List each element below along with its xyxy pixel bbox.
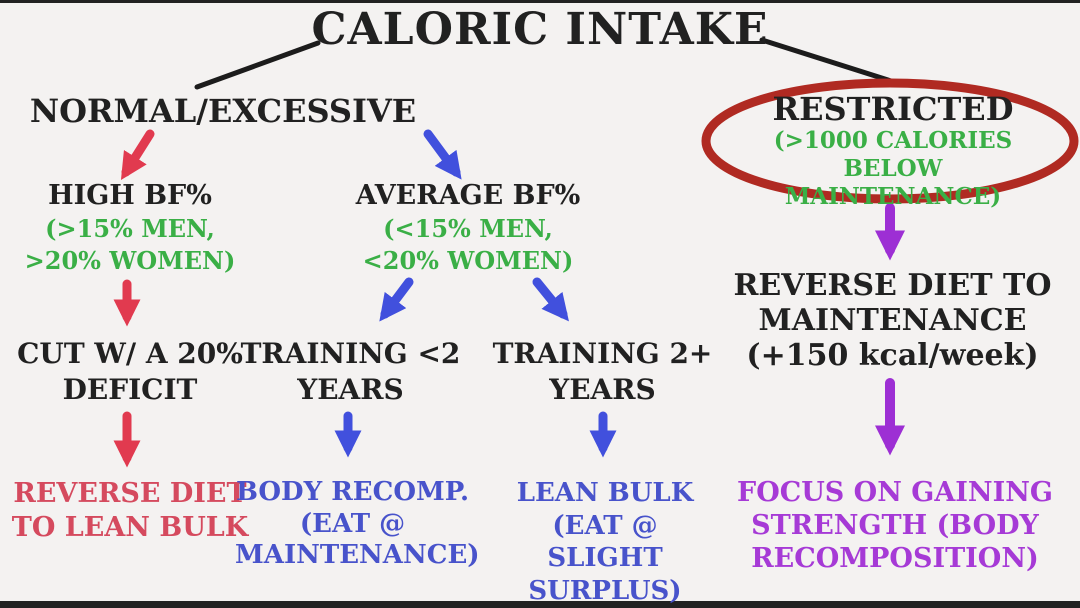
title-to-restricted-line bbox=[759, 37, 894, 84]
node-lean-bulk: LEAN BULK (EAT @ SLIGHT SURPLUS) bbox=[480, 477, 730, 607]
node-normal-excessive: NORMAL/EXCESSIVE bbox=[29, 92, 417, 130]
arrow-averagebf-to-training2plus-icon bbox=[532, 277, 569, 322]
node-reverse-diet-maintenance: REVERSE DIET TO MAINTENANCE (+150 kcal/w… bbox=[730, 268, 1055, 373]
focus-line1: FOCUS ON GAINING bbox=[737, 477, 1053, 508]
body-recomp-line3: MAINTENANCE) bbox=[235, 540, 480, 571]
node-average-bf: AVERAGE BF% (<15% MEN, <20% WOMEN) bbox=[348, 180, 588, 276]
node-training-lt2-years: TRAINING <2 YEARS bbox=[238, 336, 463, 408]
reverse-maint-line2: MAINTENANCE bbox=[758, 303, 1027, 339]
focus-line2: STRENGTH (BODY bbox=[751, 509, 1039, 541]
node-training-2plus-years: TRAINING 2+ YEARS bbox=[490, 336, 715, 408]
lean-bulk-line1: LEAN BULK (EAT @ bbox=[516, 478, 694, 541]
focus-line3: RECOMPOSITION) bbox=[751, 542, 1039, 574]
title-to-normal-line bbox=[194, 40, 321, 90]
training-lt2-line2: YEARS bbox=[297, 372, 404, 406]
arrow-averagebf-to-traininglt2-icon bbox=[379, 277, 414, 322]
average-bf-sub-line2: <20% WOMEN) bbox=[362, 246, 574, 276]
reverse-lean-line2: TO LEAN BULK bbox=[11, 511, 249, 543]
arrow-normal-to-highbf-icon bbox=[120, 129, 155, 180]
body-recomp-line1: BODY RECOMP. bbox=[235, 477, 470, 507]
training-2plus-line1: TRAINING 2+ bbox=[492, 337, 713, 370]
training-2plus-line2: YEARS bbox=[549, 372, 656, 406]
node-body-recomp: BODY RECOMP. (EAT @ MAINTENANCE) bbox=[235, 477, 480, 572]
cut-line1: CUT W/ A 20% bbox=[17, 337, 243, 370]
top-border-bar bbox=[0, 0, 1080, 3]
reverse-maint-line3: (+150 kcal/week) bbox=[746, 338, 1039, 374]
page-title: CALORIC INTAKE bbox=[311, 4, 769, 55]
cut-line2: DEFICIT bbox=[62, 372, 198, 406]
restricted-title: RESTRICTED bbox=[772, 90, 1014, 128]
reverse-maint-line1: REVERSE DIET TO bbox=[733, 268, 1052, 303]
high-bf-sub-line1: (>15% MEN, bbox=[45, 214, 215, 243]
bottom-border-bar bbox=[0, 601, 1080, 608]
training-lt2-line1: TRAINING <2 bbox=[240, 337, 461, 370]
arrow-normal-to-averagebf-icon bbox=[423, 129, 462, 180]
restricted-sub-line1: (>1000 CALORIES BELOW bbox=[773, 127, 1013, 183]
high-bf-title: HIGH BF% bbox=[48, 180, 212, 211]
average-bf-title: AVERAGE BF% bbox=[355, 180, 581, 211]
node-restricted: RESTRICTED (>1000 CALORIES BELOW MAINTEN… bbox=[738, 90, 1048, 211]
lean-bulk-line2: SLIGHT SURPLUS) bbox=[528, 543, 682, 606]
average-bf-sub-line1: (<15% MEN, bbox=[383, 214, 553, 243]
restricted-sub-line2: MAINTENANCE) bbox=[784, 183, 1002, 211]
high-bf-sub-line2: >20% WOMEN) bbox=[24, 246, 236, 276]
node-cut-deficit: CUT W/ A 20% DEFICIT bbox=[10, 336, 250, 408]
node-reverse-diet-lean-bulk: REVERSE DIET TO LEAN BULK bbox=[8, 477, 252, 545]
reverse-lean-line1: REVERSE DIET bbox=[13, 478, 247, 509]
node-high-bf: HIGH BF% (>15% MEN, >20% WOMEN) bbox=[10, 180, 250, 276]
restricted-circle-icon bbox=[701, 78, 1079, 204]
body-recomp-line2: (EAT @ bbox=[299, 508, 406, 539]
node-focus-gaining-strength: FOCUS ON GAINING STRENGTH (BODY RECOMPOS… bbox=[735, 477, 1055, 576]
